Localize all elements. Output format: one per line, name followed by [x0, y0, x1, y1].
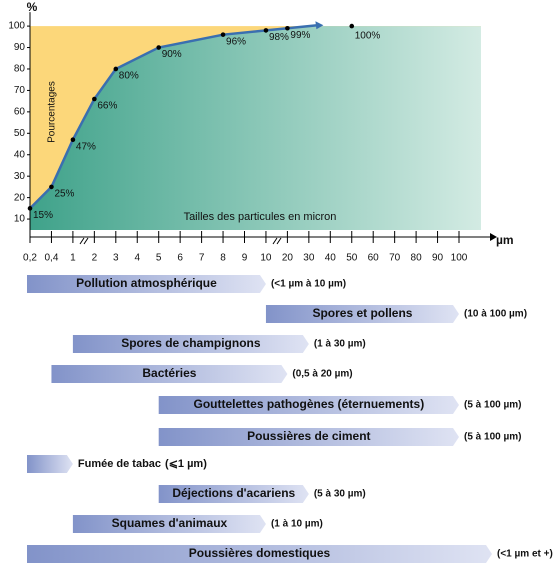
range-label: Poussières domestiques [189, 546, 331, 560]
range-label: Poussières de ciment [247, 429, 370, 443]
range-label: Fumée de tabac (⩽1 µm) [78, 458, 207, 470]
range-arrow [158, 428, 459, 446]
x-tick-label: 50 [346, 253, 358, 264]
x-tick-label: 2 [92, 253, 98, 264]
x-tick-label: 70 [389, 253, 401, 264]
range-arrow [72, 515, 266, 533]
x-tick-label: 20 [282, 253, 294, 264]
y-axis-label: Pourcentages [47, 81, 58, 143]
value-label: 99% [290, 30, 310, 41]
range-text: (10 à 100 µm) [464, 309, 527, 320]
y-tick-label: 10 [14, 214, 26, 225]
point [156, 45, 161, 50]
y-tick-label: 40 [14, 149, 26, 160]
x-unit: µm [496, 233, 514, 247]
x-tick-label: 3 [113, 253, 119, 264]
range-text: (1 à 10 µm) [271, 519, 323, 530]
value-label: 96% [226, 36, 246, 47]
x-tick-label: 0,2 [23, 253, 37, 264]
point [27, 206, 33, 211]
y-tick-label: 30 [14, 171, 26, 182]
range-text: (5 à 100 µm) [464, 432, 521, 443]
point [70, 137, 76, 143]
y-title: % [27, 0, 38, 14]
x-tick-label: 9 [242, 253, 248, 264]
range-arrow [72, 335, 309, 353]
x-axis-label: Tailles des particules en micron [184, 211, 337, 223]
value-label: 80% [119, 71, 139, 82]
value-label: 25% [54, 189, 74, 200]
range-text: (<1 µm à 10 µm) [271, 279, 346, 290]
line-arrow [315, 21, 324, 30]
range-text: (5 à 100 µm) [464, 400, 521, 411]
y-tick-label: 60 [14, 107, 26, 118]
x-tick-label: 8 [220, 253, 226, 264]
range-label: Spores de champignons [121, 336, 261, 350]
range-text: (1 à 30 µm) [314, 339, 366, 350]
axis-breaks [79, 237, 282, 245]
y-tick-label: 50 [14, 128, 26, 139]
x-tick-label: 6 [177, 253, 183, 264]
range-text: (<1 µm et +) [497, 549, 553, 560]
value-label: 100% [355, 31, 381, 42]
x-tick-label: 90 [432, 253, 444, 264]
point [349, 23, 355, 29]
x-axis-arrow [490, 233, 497, 241]
y-tick-label: 70 [14, 85, 26, 96]
x-tick-label: 5 [156, 253, 162, 264]
y-tick-label: 100 [8, 21, 25, 32]
range-arrow [27, 275, 266, 293]
x-tick-label: 7 [199, 253, 205, 264]
y-tick-label: 80 [14, 64, 26, 75]
point [113, 66, 119, 72]
range-label: Déjections d'acariens [172, 486, 295, 500]
range-text: (5 à 30 µm) [314, 489, 366, 500]
value-label: 15% [33, 210, 53, 221]
x-tick-label: 40 [325, 253, 337, 264]
value-label: 98% [269, 32, 289, 43]
y-tick-label: 90 [14, 42, 26, 53]
y-tick-label: 20 [14, 192, 26, 203]
x-tick-label: 4 [134, 253, 140, 264]
point [285, 25, 290, 31]
value-label: 47% [76, 141, 96, 152]
value-label: 66% [97, 101, 117, 112]
range-arrow [158, 396, 459, 414]
range-text: (0,5 à 20 µm) [292, 369, 352, 380]
range-arrow [27, 455, 73, 473]
range-arrow [51, 365, 288, 383]
x-tick-label: 60 [368, 253, 380, 264]
range-arrow [158, 485, 309, 503]
point [49, 184, 54, 190]
range-label: Gouttelettes pathogènes (éternuements) [193, 397, 424, 411]
range-label: Spores et pollens [312, 306, 412, 320]
x-tick-label: 80 [411, 253, 423, 264]
point [92, 96, 97, 102]
range-label: Squames d'animaux [112, 516, 228, 530]
range-arrow [265, 305, 459, 323]
x-tick-label: 30 [303, 253, 315, 264]
x-tick-label: 100 [451, 253, 468, 264]
x-tick-label: 0,4 [44, 253, 58, 264]
range-label: Pollution atmosphérique [76, 276, 217, 290]
point [220, 32, 226, 37]
area-below-curve [30, 26, 481, 230]
range-label: Bactéries [142, 366, 196, 380]
x-tick-label: 10 [260, 253, 272, 264]
x-tick-label: 1 [70, 253, 76, 264]
line-tail [287, 24, 318, 30]
point [263, 28, 269, 33]
value-label: 90% [162, 49, 182, 60]
range-arrow [27, 545, 492, 563]
